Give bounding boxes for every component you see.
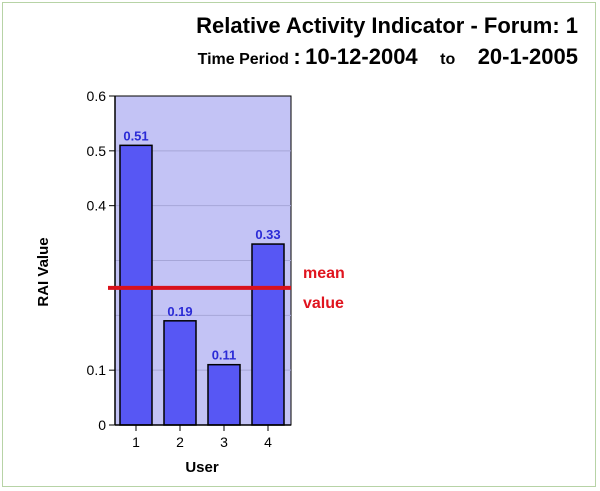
y-tick-label: 0.5 — [87, 143, 107, 159]
x-axis-title: User — [185, 459, 219, 476]
mean-label-line1: mean — [303, 265, 345, 282]
to-word: to — [440, 51, 456, 68]
chart-frame — [2, 2, 596, 487]
bar-value-label: 0.51 — [123, 128, 148, 143]
y-tick-label: 0 — [98, 417, 106, 433]
time-period-label: Time Period — [197, 51, 289, 68]
bar-user-1 — [119, 144, 153, 426]
bar-user-4 — [251, 243, 285, 426]
x-tick-label: 3 — [220, 434, 228, 450]
y-tick-label: 0.4 — [87, 198, 107, 214]
x-tick-label: 2 — [176, 434, 184, 450]
bar-user-3 — [207, 363, 241, 426]
bar-user-2 — [163, 320, 197, 426]
x-tick-label: 1 — [132, 434, 140, 450]
y-tick-label: 0.6 — [87, 88, 107, 104]
bar-value-label: 0.33 — [255, 227, 280, 242]
chart-subtitle: Time Period : 10-12-2004 to 20-1-2005 — [0, 44, 578, 70]
time-period-colon: : — [293, 44, 301, 69]
chart-title: Relative Activity Indicator - Forum: 1 — [196, 13, 578, 38]
x-tick-label: 4 — [264, 434, 272, 450]
y-axis-title: RAI Value — [35, 237, 52, 306]
bar-value-label: 0.11 — [212, 348, 237, 363]
from-date: 10-12-2004 — [305, 44, 418, 69]
to-date: 20-1-2005 — [477, 44, 578, 69]
y-tick-label: 0.1 — [87, 362, 107, 378]
bar-value-label: 0.19 — [167, 304, 192, 319]
mean-label-line2: value — [303, 295, 344, 312]
